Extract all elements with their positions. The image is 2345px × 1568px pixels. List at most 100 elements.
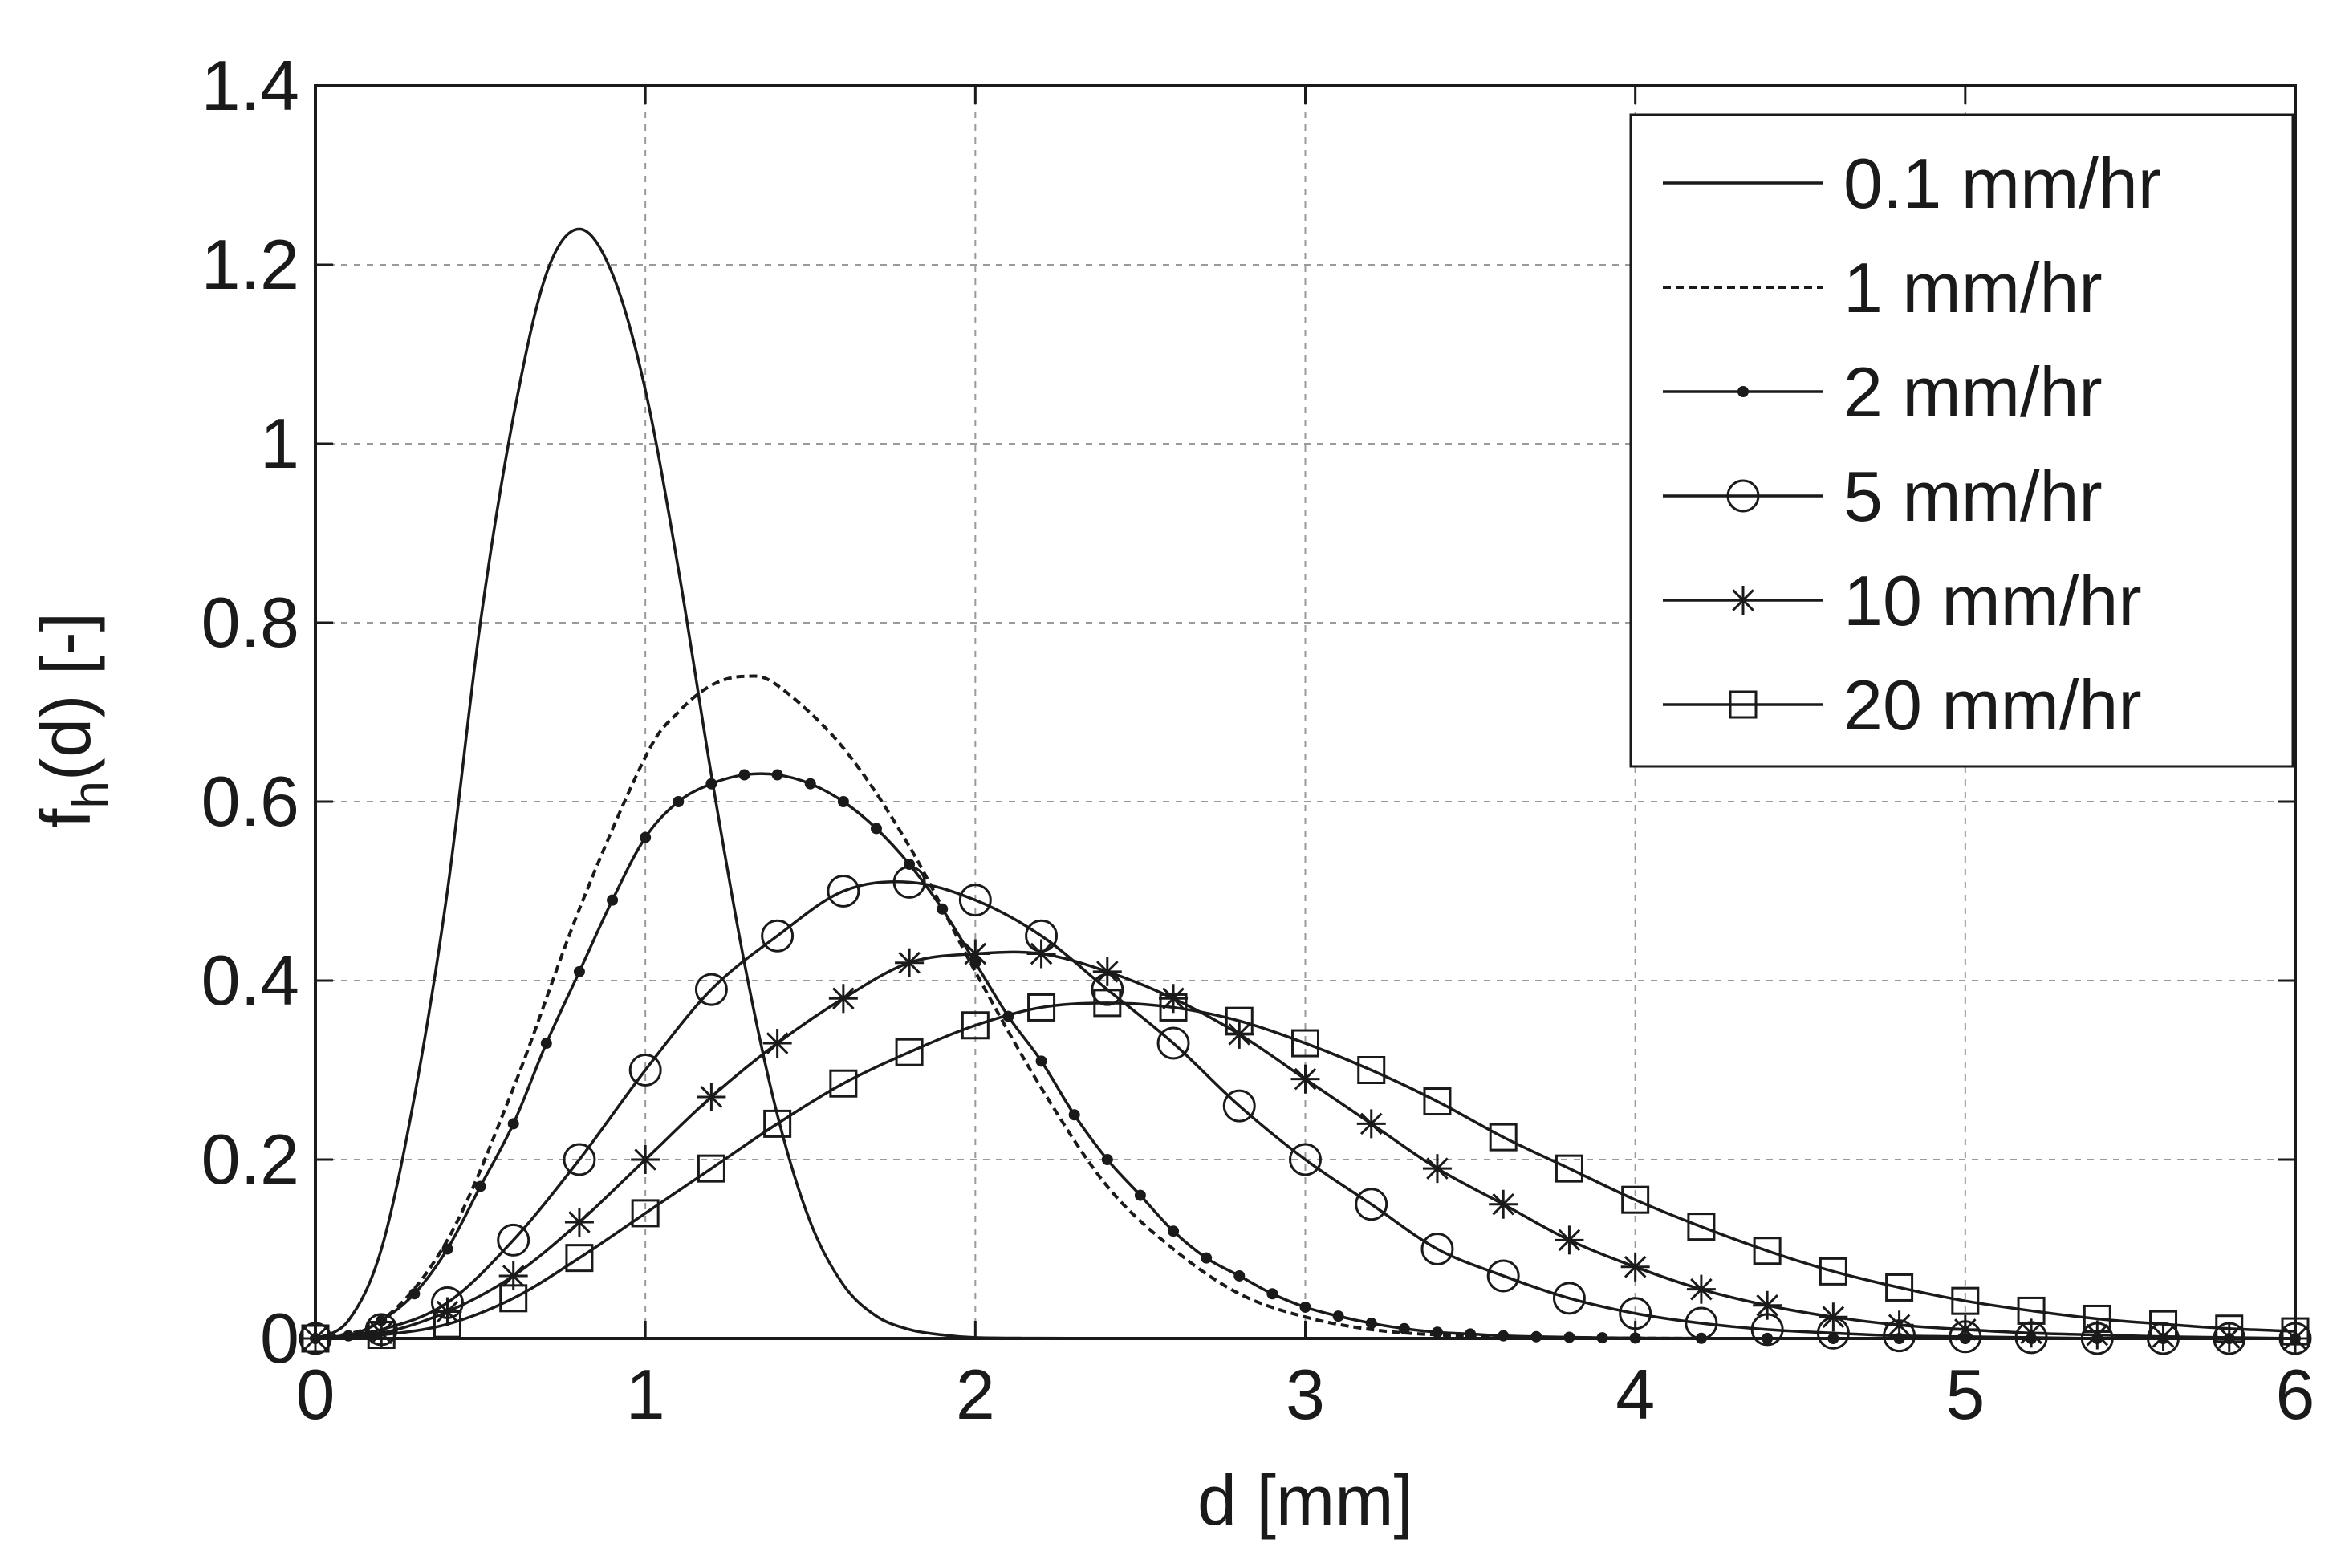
data-point-dot bbox=[837, 796, 849, 807]
series-1-mm-hr bbox=[315, 674, 2295, 1341]
data-point-dot bbox=[408, 1288, 421, 1300]
data-point-circle bbox=[1619, 1297, 1652, 1330]
data-point-square bbox=[1159, 993, 1188, 1022]
data-point-square bbox=[1291, 1029, 1319, 1058]
legend-label: 0.1 mm/hr bbox=[1843, 144, 2161, 223]
star-stroke bbox=[1690, 1278, 1713, 1301]
data-point-circle bbox=[1156, 1026, 1190, 1060]
star-stroke bbox=[766, 1032, 789, 1054]
star-stroke bbox=[2086, 1323, 2109, 1347]
star-stroke bbox=[634, 1148, 656, 1171]
data-point-dot bbox=[870, 823, 882, 835]
data-point-square bbox=[961, 1011, 990, 1040]
data-point-dot bbox=[1530, 1330, 1542, 1343]
star-stroke bbox=[1888, 1314, 1911, 1337]
data-point-star bbox=[1356, 1109, 1386, 1139]
data-point-dot bbox=[1101, 1154, 1113, 1165]
data-point-star bbox=[1290, 1064, 1320, 1094]
y-tick-label: 0.8 bbox=[201, 583, 299, 662]
data-point-square bbox=[697, 1154, 725, 1183]
data-point-star bbox=[1026, 939, 1056, 969]
data-point-square bbox=[1687, 1213, 1716, 1241]
data-point-dot bbox=[1431, 1326, 1443, 1338]
legend-label: 10 mm/hr bbox=[1843, 561, 2142, 640]
data-point-square bbox=[2017, 1296, 2046, 1325]
star-stroke bbox=[1822, 1306, 1845, 1329]
star-stroke bbox=[1624, 1256, 1647, 1278]
data-point-circle bbox=[1726, 479, 1760, 513]
data-point-dot bbox=[474, 1180, 486, 1192]
legend-label: 5 mm/hr bbox=[1843, 457, 2103, 536]
legend-entry: 10 mm/hr bbox=[1663, 561, 2142, 640]
data-point-dot bbox=[771, 769, 783, 781]
legend-box bbox=[1629, 113, 2294, 768]
star-stroke bbox=[502, 1265, 525, 1287]
y-tick-label: 1.2 bbox=[201, 225, 299, 304]
star-stroke bbox=[1294, 1067, 1317, 1091]
data-point-dot bbox=[804, 778, 816, 790]
series-20-mm-hr bbox=[301, 989, 2310, 1353]
data-point-square bbox=[1951, 1286, 1980, 1315]
data-point-star bbox=[697, 1082, 726, 1111]
y-tick-label: 0 bbox=[260, 1298, 299, 1378]
data-point-dot bbox=[441, 1243, 453, 1255]
data-point-square bbox=[499, 1284, 528, 1313]
data-point-square bbox=[1423, 1087, 1452, 1116]
x-tick-labels: 0 1 2 3 4 5 6 bbox=[296, 1355, 2315, 1434]
y-tick-labels: 0 0.2 0.4 0.6 0.8 1 1.2 1.4 bbox=[201, 46, 299, 1378]
star-stroke bbox=[1096, 961, 1119, 983]
y-tick-label: 0.4 bbox=[201, 940, 299, 1020]
data-point-dot bbox=[1134, 1189, 1146, 1201]
data-point-star bbox=[1489, 1189, 1518, 1219]
data-point-dot bbox=[1737, 386, 1749, 397]
data-point-square bbox=[565, 1244, 594, 1273]
data-point-dot bbox=[640, 831, 652, 843]
data-point-dot bbox=[1068, 1109, 1080, 1121]
data-point-square bbox=[1729, 690, 1758, 719]
x-tick-label: 1 bbox=[626, 1355, 665, 1434]
data-point-dot bbox=[507, 1118, 519, 1130]
x-tick-label: 2 bbox=[956, 1355, 995, 1434]
data-point-circle bbox=[1552, 1282, 1586, 1315]
data-point-star bbox=[895, 948, 925, 977]
data-point-circle bbox=[892, 865, 926, 899]
data-point-star bbox=[1729, 586, 1758, 615]
y-axis-label-main: f bbox=[26, 808, 105, 828]
data-point-star bbox=[1686, 1274, 1716, 1304]
data-point-square bbox=[895, 1038, 924, 1066]
plot-area-frame bbox=[314, 84, 2297, 1340]
data-point-star bbox=[2083, 1320, 2112, 1350]
data-point-dot bbox=[673, 796, 685, 807]
data-point-square bbox=[1489, 1123, 1518, 1152]
star-stroke bbox=[1756, 1294, 1778, 1317]
data-point-dot bbox=[1465, 1328, 1477, 1340]
star-stroke bbox=[1426, 1157, 1449, 1180]
data-point-star bbox=[1422, 1154, 1452, 1184]
data-point-dot bbox=[705, 778, 717, 790]
x-tick-label: 4 bbox=[1615, 1355, 1655, 1434]
star-stroke bbox=[700, 1086, 723, 1108]
legend-label: 2 mm/hr bbox=[1843, 352, 2103, 432]
data-point-circle bbox=[1486, 1259, 1520, 1293]
y-tick-label: 1.4 bbox=[201, 46, 299, 125]
data-point-square bbox=[763, 1109, 792, 1138]
data-point-circle bbox=[761, 919, 795, 953]
data-point-dot bbox=[1332, 1310, 1344, 1322]
legend-entry: 5 mm/hr bbox=[1663, 457, 2103, 536]
data-point-circle bbox=[1420, 1233, 1454, 1265]
data-point-dot bbox=[1035, 1055, 1047, 1067]
data-point-dot bbox=[573, 965, 585, 977]
data-point-dot bbox=[1168, 1225, 1180, 1237]
data-point-dot bbox=[1201, 1252, 1213, 1264]
data-point-star bbox=[1620, 1252, 1650, 1282]
data-point-square bbox=[829, 1069, 858, 1098]
x-tick-label: 5 bbox=[1945, 1355, 1985, 1434]
y-axis-label: fh(d) [-] bbox=[26, 612, 119, 828]
data-point-dot bbox=[937, 903, 949, 915]
x-tick-label: 0 bbox=[296, 1355, 335, 1434]
star-stroke bbox=[1732, 589, 1754, 611]
data-point-dot bbox=[1299, 1301, 1311, 1313]
star-stroke bbox=[1558, 1229, 1581, 1252]
data-point-square bbox=[1027, 993, 1056, 1022]
